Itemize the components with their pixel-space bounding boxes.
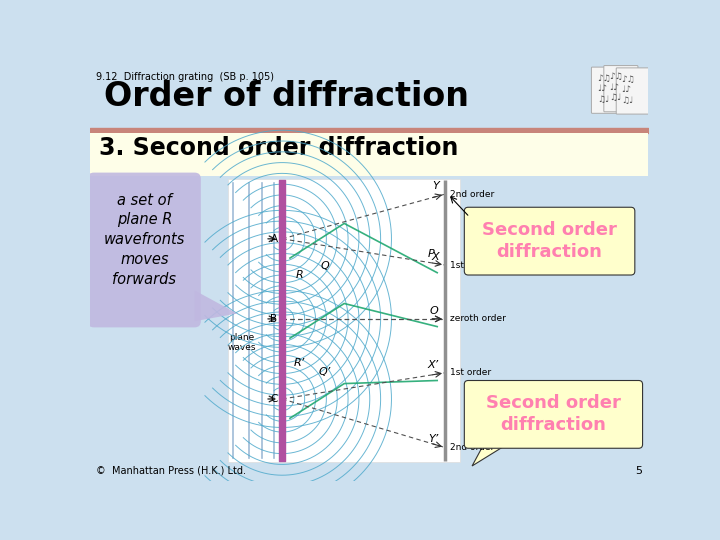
FancyBboxPatch shape <box>616 68 650 114</box>
Text: zeroth order: zeroth order <box>449 314 505 323</box>
FancyBboxPatch shape <box>604 65 638 112</box>
Text: Order of diffraction: Order of diffraction <box>104 80 469 113</box>
Text: A: A <box>271 234 277 244</box>
Text: R’: R’ <box>294 358 305 368</box>
Text: Second order
diffraction: Second order diffraction <box>486 394 621 435</box>
Text: ♪♫
♩♪
♫♩: ♪♫ ♩♪ ♫♩ <box>609 72 623 102</box>
Text: B: B <box>271 314 277 324</box>
Polygon shape <box>194 291 238 321</box>
FancyBboxPatch shape <box>591 67 626 113</box>
Text: 2nd order: 2nd order <box>449 190 494 199</box>
FancyBboxPatch shape <box>90 133 648 176</box>
Text: P: P <box>428 249 434 259</box>
Text: ©  Manhattan Press (H.K.) Ltd.: © Manhattan Press (H.K.) Ltd. <box>96 466 246 476</box>
Text: R: R <box>295 270 303 280</box>
FancyBboxPatch shape <box>464 381 642 448</box>
Text: 5: 5 <box>635 466 642 476</box>
Text: 2nd order: 2nd order <box>449 443 494 452</box>
Text: a set of
plane R
wavefronts
moves
forwards: a set of plane R wavefronts moves forwar… <box>104 193 185 287</box>
Text: Second order
diffraction: Second order diffraction <box>482 221 617 261</box>
Text: 3. Second order diffraction: 3. Second order diffraction <box>99 137 459 160</box>
Polygon shape <box>472 444 507 466</box>
Text: 1st order: 1st order <box>449 368 491 377</box>
Text: ♪♫
♩♪
♫♩: ♪♫ ♩♪ ♫♩ <box>621 75 636 105</box>
FancyBboxPatch shape <box>88 173 201 327</box>
Text: Y’: Y’ <box>428 434 438 444</box>
FancyBboxPatch shape <box>464 207 635 275</box>
Text: Y: Y <box>432 181 438 191</box>
Text: ♪♫
♩♪
♫♩: ♪♫ ♩♪ ♫♩ <box>597 74 611 104</box>
Text: X’: X’ <box>428 360 438 370</box>
Text: plane
waves: plane waves <box>228 333 256 352</box>
Text: X: X <box>431 252 438 262</box>
Text: 1st order: 1st order <box>449 260 491 269</box>
Text: O: O <box>430 306 438 316</box>
Text: Q: Q <box>320 261 329 271</box>
FancyBboxPatch shape <box>228 179 461 462</box>
Text: 9.12  Diffraction grating  (SB p. 105): 9.12 Diffraction grating (SB p. 105) <box>96 72 274 83</box>
Text: Q’: Q’ <box>319 367 331 377</box>
Text: C: C <box>270 394 277 404</box>
